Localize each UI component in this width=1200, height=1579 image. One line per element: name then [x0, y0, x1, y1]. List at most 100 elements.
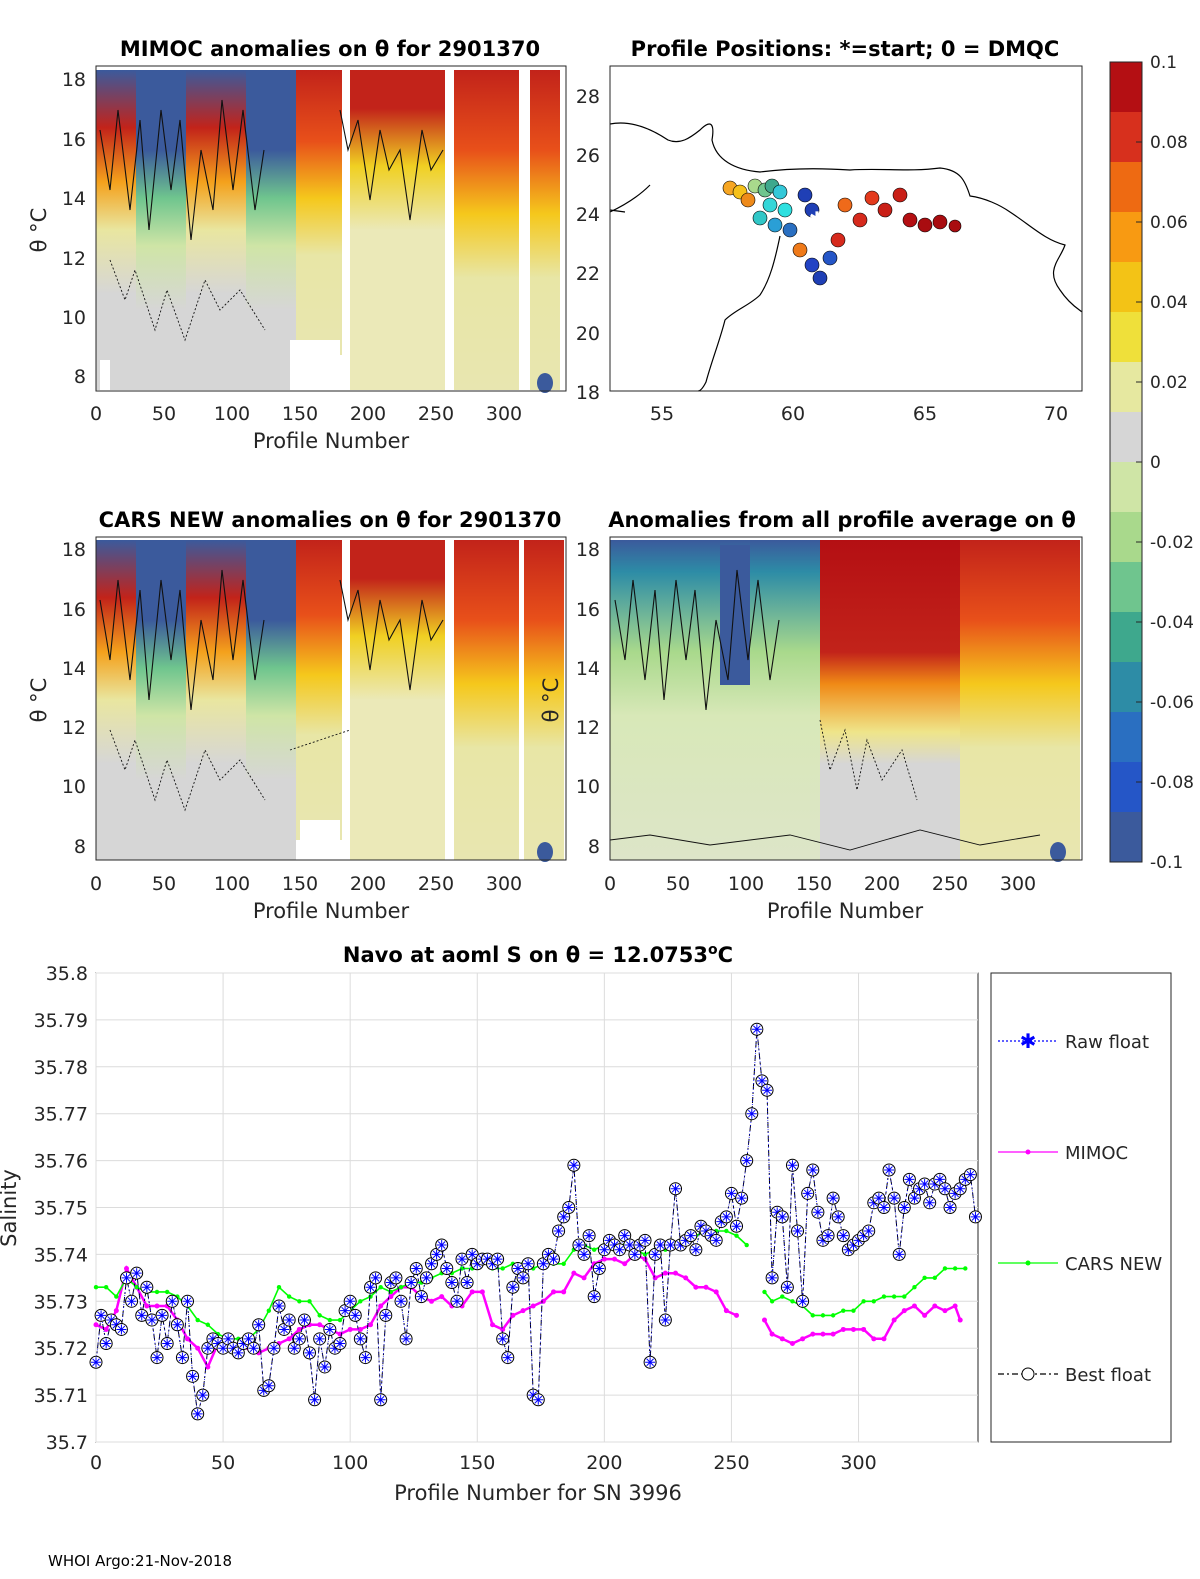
map-xtick: 55	[650, 403, 674, 425]
raw-float-point	[604, 1235, 615, 1246]
cars-point	[744, 1242, 749, 1248]
mimoc-point	[144, 1303, 150, 1309]
raw-float-point	[197, 1390, 208, 1401]
raw-float-point	[919, 1179, 930, 1190]
raw-float-point	[177, 1352, 188, 1363]
colorbar-segment	[1110, 162, 1142, 213]
raw-float-point	[360, 1352, 371, 1363]
raw-float-point	[121, 1272, 132, 1283]
raw-float-point	[248, 1343, 259, 1354]
salinity-ytick: 35.73	[34, 1291, 88, 1313]
map-ytick: 24	[576, 204, 600, 226]
mimoc-point	[378, 1303, 384, 1309]
raw-float-point	[497, 1333, 508, 1344]
raw-float-point	[380, 1310, 391, 1321]
mimoc-point	[612, 1256, 618, 1262]
raw-float-point	[894, 1249, 905, 1260]
raw-float-point	[584, 1230, 595, 1241]
mimoc-ytick: 18	[62, 69, 86, 91]
panel-allavg: Anomalies from all profile average on θ …	[539, 508, 1083, 923]
raw-float-point	[141, 1282, 152, 1293]
coastline	[609, 122, 1083, 392]
raw-float-point	[96, 1310, 107, 1321]
salinity-xtick: 250	[713, 1452, 749, 1474]
raw-float-point	[213, 1338, 224, 1349]
mimoc-point	[113, 1308, 119, 1314]
raw-float-point	[680, 1235, 691, 1246]
mimoc-point	[693, 1284, 699, 1290]
mimoc-point	[673, 1270, 679, 1276]
colorbar-segment	[1110, 62, 1142, 113]
cars-point	[378, 1285, 383, 1290]
salinity-legend: ✱ Raw float MIMOC CARS NEW Best float	[990, 972, 1172, 1443]
raw-float-point	[685, 1230, 696, 1241]
raw-float-point	[426, 1258, 437, 1269]
raw-float-point	[558, 1211, 569, 1222]
raw-float-point	[126, 1296, 137, 1307]
salinity-xtick: 300	[840, 1452, 876, 1474]
cars-point	[398, 1285, 404, 1290]
raw-float-point	[106, 1315, 117, 1326]
allavg-xlabel: Profile Number	[767, 899, 924, 923]
cars-xtick: 100	[214, 873, 250, 895]
raw-float-point	[914, 1183, 925, 1194]
raw-float-point	[350, 1310, 361, 1321]
cars-point	[134, 1285, 139, 1290]
raw-float-point	[782, 1282, 793, 1293]
colorbar-tick: -0.1	[1150, 853, 1183, 873]
cars-point	[902, 1294, 907, 1299]
mimoc-xtick: 0	[90, 403, 102, 425]
raw-float-point	[939, 1183, 950, 1194]
profile-positions: ✱	[722, 178, 962, 286]
mimoc-point	[469, 1289, 475, 1295]
raw-float-point	[751, 1024, 762, 1035]
raw-float-point	[629, 1249, 640, 1260]
raw-float-point	[568, 1160, 579, 1171]
cars-ytick: 18	[62, 539, 86, 561]
raw-float-point	[355, 1333, 366, 1344]
mimoc-xtick: 100	[214, 403, 250, 425]
raw-float-point	[955, 1183, 966, 1194]
raw-float-point	[853, 1235, 864, 1246]
raw-float-point	[965, 1169, 976, 1180]
mimoc-point	[871, 1336, 877, 1342]
colorbar-segment	[1110, 462, 1142, 513]
raw-float-point	[406, 1277, 417, 1288]
raw-float-point	[345, 1296, 356, 1307]
salinity-xtick: 200	[586, 1452, 622, 1474]
raw-float-point	[670, 1183, 681, 1194]
raw-float-point	[716, 1216, 727, 1227]
raw-float-point	[482, 1254, 493, 1265]
raw-float-point	[401, 1333, 412, 1344]
raw-float-point	[787, 1160, 798, 1171]
cars-point	[368, 1294, 373, 1299]
allavg-xtick: 300	[1000, 873, 1036, 895]
salinity-ytick: 35.75	[34, 1198, 88, 1220]
colorbar-segment	[1110, 762, 1142, 813]
allavg-ytick: 8	[588, 836, 600, 858]
mimoc-point	[520, 1308, 526, 1314]
mimoc-point	[952, 1303, 958, 1309]
raw-float-point	[950, 1188, 961, 1199]
raw-float-point	[573, 1240, 584, 1251]
colorbar-segment	[1110, 312, 1142, 363]
raw-float-point	[828, 1193, 839, 1204]
map-x-axis: 55 60 65 70	[650, 403, 1068, 425]
raw-float-point	[899, 1202, 910, 1213]
cars-point	[891, 1294, 897, 1299]
salinity-xtick: 100	[332, 1452, 368, 1474]
colorbar-segment	[1110, 412, 1142, 463]
mimoc-title: MIMOC anomalies on θ for 2901370	[120, 37, 540, 61]
mimoc-point	[810, 1331, 816, 1337]
raw-float-point	[329, 1343, 340, 1354]
mimoc-ytick: 12	[62, 248, 86, 270]
raw-float-point	[589, 1291, 600, 1302]
cars-point	[762, 1289, 767, 1295]
colorbar-tick: -0.04	[1150, 613, 1194, 633]
cars-point	[114, 1294, 119, 1299]
mimoc-point	[103, 1326, 109, 1332]
raw-float-point	[548, 1254, 559, 1265]
raw-float-point	[614, 1244, 625, 1255]
cars-point	[861, 1299, 866, 1304]
